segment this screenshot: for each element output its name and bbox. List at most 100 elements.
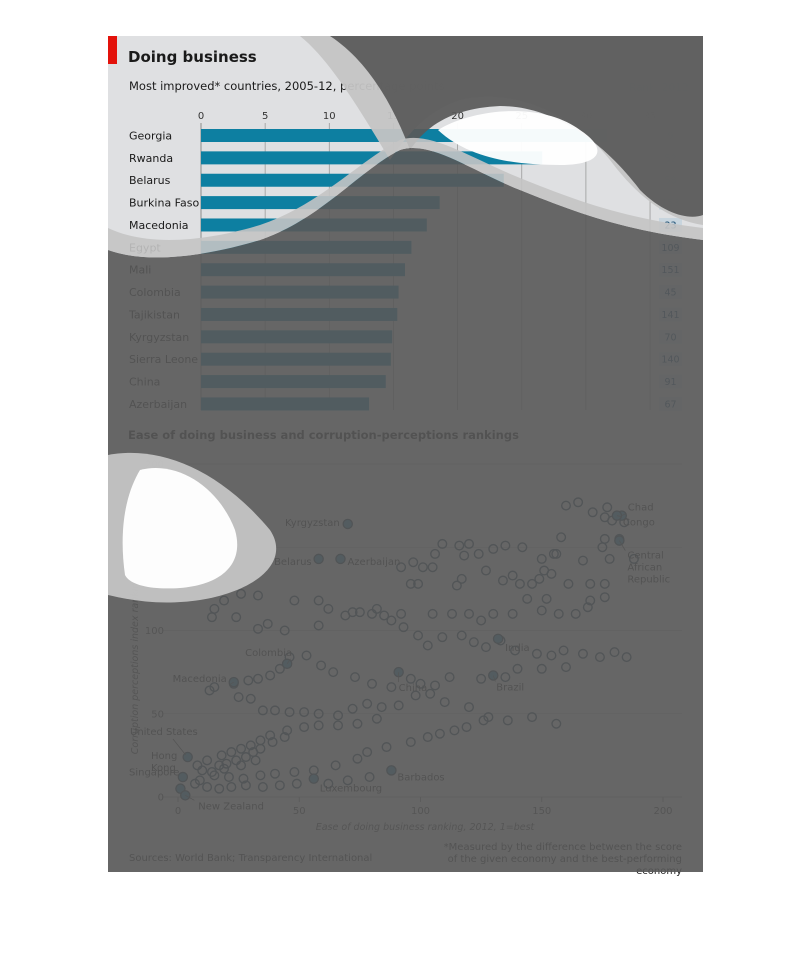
scatter-point	[594, 652, 605, 663]
scatter-point-label: United States	[130, 727, 198, 738]
scatter-point	[364, 772, 375, 783]
scatter-point	[245, 693, 256, 704]
scatter-point	[226, 782, 237, 793]
scatter-highlight-point	[386, 765, 397, 776]
scatter-point	[561, 500, 572, 511]
scatter-point	[340, 610, 351, 621]
scatter-point	[427, 562, 438, 573]
scatter-point	[461, 722, 472, 733]
chart-title: Doing business	[128, 48, 257, 66]
scatter-point	[422, 640, 433, 651]
scatter-point-label: Luxembourg	[320, 784, 382, 795]
scatter-point	[250, 755, 261, 766]
scatter-point	[602, 502, 613, 513]
scatter-point	[449, 725, 460, 736]
scatter-point	[323, 603, 334, 614]
scatter-point	[536, 605, 547, 616]
scatter-point	[333, 710, 344, 721]
scatter-point-label: Central African Republic	[627, 551, 670, 586]
scatter-point	[476, 673, 487, 684]
scatter-point	[456, 573, 467, 584]
scatter-point-label: Chad	[628, 503, 654, 514]
scatter-point	[347, 703, 358, 714]
scatter-point	[577, 648, 588, 659]
scatter-point	[454, 540, 465, 551]
scatter-y-axis-label: Corruption perceptions index ranking, 20…	[130, 504, 141, 754]
scatter-y-tick-label: 0	[158, 793, 164, 804]
scatter-point	[386, 615, 397, 626]
scatter-point	[289, 595, 300, 606]
scatter-point	[500, 540, 511, 551]
scatter-point	[553, 608, 564, 619]
scatter-point	[546, 568, 557, 579]
scatter-point	[405, 673, 416, 684]
scatter-point	[556, 532, 567, 543]
scatter-x-tick-label: 100	[411, 806, 430, 817]
scatter-point	[371, 603, 382, 614]
scatter-point	[313, 620, 324, 631]
scatter-point	[514, 578, 525, 589]
scatter-point-label: Colombia	[245, 648, 292, 659]
scatter-point	[507, 608, 518, 619]
scatter-point	[386, 682, 397, 693]
scatter-point	[563, 578, 574, 589]
scatter-point	[464, 608, 475, 619]
scatter-point	[236, 760, 247, 771]
scatter-point	[430, 680, 441, 691]
scatter-point	[243, 675, 254, 686]
scatter-x-tick-label: 0	[175, 806, 181, 817]
scatter-point	[262, 618, 273, 629]
scatter-point	[352, 753, 363, 764]
scatter-point-label: Belarus	[274, 557, 312, 568]
scatter-point	[464, 702, 475, 713]
scatter-highlight-point	[492, 633, 504, 645]
scatter-point	[430, 548, 441, 559]
scatter-point-label: Macedonia	[173, 674, 227, 685]
scatter-point	[551, 718, 562, 729]
scatter-point	[417, 562, 428, 573]
scatter-point	[573, 497, 584, 508]
scatter-point	[381, 742, 392, 753]
scatter-point	[371, 713, 382, 724]
scatter-point	[546, 650, 557, 661]
scatter-point	[206, 612, 217, 623]
scatter-point	[536, 553, 547, 564]
scatter-point	[541, 593, 552, 604]
scatter-point	[253, 590, 264, 601]
scatter-point	[585, 578, 596, 589]
scatter-point-label: Kyrgyzstan	[285, 518, 340, 529]
scatter-point	[587, 507, 598, 518]
scatter-point	[488, 543, 499, 554]
scatter-point	[621, 652, 632, 663]
scatter-y-tick-label: 100	[145, 626, 164, 637]
scatter-point	[313, 720, 324, 731]
scatter-point	[367, 608, 378, 619]
scatter-point	[255, 770, 266, 781]
scatter-point	[231, 612, 242, 623]
bar-x-tick-label: 0	[198, 111, 204, 122]
scatter-point	[202, 782, 213, 793]
scatter-point	[352, 718, 363, 729]
scatter-point	[197, 765, 208, 776]
scatter-y-tick-label: 50	[151, 709, 164, 720]
scatter-point	[350, 672, 361, 683]
scatter-point	[393, 700, 404, 711]
scatter-x-axis-label: Ease of doing business ranking, 2012, 1=…	[316, 822, 536, 833]
scatter-point-label: Barbados	[397, 772, 444, 783]
scatter-point-label: Singapore	[129, 768, 179, 779]
scatter-point	[240, 752, 251, 763]
scatter-point	[522, 593, 533, 604]
scatter-point	[500, 672, 511, 683]
sources-note: Sources: World Bank; Transparency Intern…	[129, 853, 373, 864]
scatter-point-label: China	[399, 683, 428, 694]
scatter-point	[437, 632, 448, 643]
scatter-point	[422, 732, 433, 743]
scatter-point	[439, 697, 450, 708]
scatter-y-tick-label: 150	[145, 543, 164, 554]
scatter-point	[447, 608, 458, 619]
scatter-point	[313, 595, 324, 606]
scatter-point	[202, 755, 213, 766]
scatter-point	[534, 573, 545, 584]
scatter-point	[497, 575, 508, 586]
scatter-point	[362, 698, 373, 709]
